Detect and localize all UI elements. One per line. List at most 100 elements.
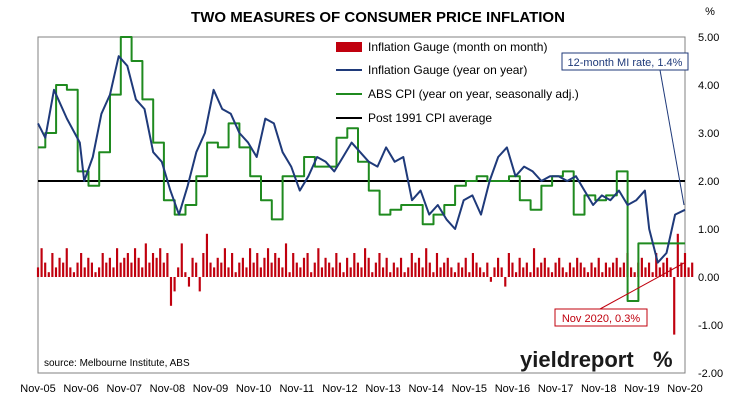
bar-month-on-month [410, 253, 413, 277]
annotation-nov-2020: Nov 2020, 0.3% [554, 262, 685, 327]
bar-month-on-month [665, 257, 669, 277]
bar-month-on-month [511, 262, 514, 277]
bar-month-on-month [58, 257, 61, 277]
x-tick-label: Nov-09 [193, 383, 228, 395]
bar-month-on-month [446, 257, 449, 277]
bar-month-on-month [245, 267, 248, 277]
bar-month-on-month [234, 272, 237, 277]
bar-month-on-month [331, 267, 334, 277]
bar-month-on-month [608, 267, 611, 277]
bar-month-on-month [468, 272, 471, 277]
y-tick-label: 1.00 [698, 224, 719, 236]
bar-month-on-month [482, 272, 485, 277]
annotation-12-month-rate-text: 12-month MI rate, 1.4% [568, 57, 683, 69]
y-tick-label: 2.00 [698, 176, 719, 188]
y-tick-label: 5.00 [698, 32, 719, 44]
x-tick-label: Nov-07 [107, 383, 142, 395]
unit-label: % [705, 6, 715, 18]
bar-month-on-month [486, 262, 489, 277]
bar-month-on-month [532, 248, 536, 277]
bar-month-on-month [597, 257, 600, 277]
bar-month-on-month [392, 262, 395, 277]
legend-label-post-1991-average: Post 1991 CPI average [368, 111, 492, 125]
bar-month-on-month [227, 267, 230, 277]
bar-month-on-month [450, 267, 453, 277]
bar-month-on-month [213, 267, 216, 277]
x-tick-label: Nov-11 [279, 383, 314, 395]
bar-month-on-month [500, 267, 503, 277]
bar-month-on-month [536, 267, 539, 277]
bar-month-on-month [342, 272, 345, 277]
bar-month-on-month [169, 277, 173, 306]
bar-month-on-month [123, 257, 126, 277]
bar-month-on-month [133, 248, 137, 277]
bar-month-on-month [561, 267, 564, 277]
bar-month-on-month [72, 272, 76, 277]
bar-month-on-month [572, 267, 575, 277]
bar-month-on-month [439, 267, 442, 277]
x-tick-label: Nov-05 [20, 383, 55, 395]
bar-month-on-month [295, 262, 298, 277]
legend-label-gauge-yoy: Inflation Gauge (year on year) [368, 63, 527, 77]
bar-month-on-month [44, 262, 47, 277]
bar-month-on-month [166, 253, 169, 277]
bar-month-on-month [558, 257, 561, 277]
bar-month-on-month [421, 267, 424, 277]
x-tick-label: Nov-06 [63, 383, 98, 395]
bar-month-on-month [630, 267, 633, 277]
bar-month-on-month [374, 262, 377, 277]
bar-month-on-month [399, 257, 403, 277]
abs-cpi-line [38, 36, 685, 302]
x-tick-label: Nov-08 [150, 383, 185, 395]
x-tick-label: Nov-18 [581, 383, 616, 395]
bar-month-on-month [443, 262, 446, 277]
bar-month-on-month [453, 272, 457, 277]
bar-month-on-month [259, 267, 262, 277]
plot-frame [37, 36, 686, 374]
bar-month-on-month [647, 262, 651, 277]
y-axis: 5.00 4.00 3.00 2.00 1.00 0.00 -1.00 -2.00 [698, 32, 723, 380]
y-tick-label: -1.00 [698, 320, 723, 332]
bar-month-on-month [252, 262, 255, 277]
bar-month-on-month [687, 267, 690, 277]
bar-month-on-month [680, 262, 683, 277]
bar-month-on-month [209, 262, 212, 277]
bar-month-on-month [263, 257, 266, 277]
bar-month-on-month [144, 243, 147, 277]
bar-month-on-month [475, 262, 478, 277]
bar-month-on-month [241, 257, 244, 277]
bar-month-on-month [119, 262, 122, 277]
bar-month-on-month [612, 262, 615, 277]
bar-month-on-month [310, 272, 313, 277]
bar-month-on-month [594, 267, 597, 277]
bar-month-on-month [51, 253, 54, 277]
bar-month-on-month [407, 267, 410, 277]
bar-month-on-month [604, 262, 607, 277]
bar-month-on-month [550, 272, 554, 277]
bar-month-on-month [504, 277, 507, 287]
bar-month-on-month [525, 262, 528, 277]
bar-month-on-month [288, 272, 291, 277]
bar-month-on-month [346, 257, 349, 277]
bar-month-on-month [568, 262, 572, 277]
bar-month-on-month [155, 257, 158, 277]
bar-month-on-month [101, 253, 104, 277]
x-tick-label: Nov-13 [365, 383, 400, 395]
bar-month-on-month [187, 277, 191, 287]
bar-month-on-month [151, 253, 155, 277]
bar-month-on-month [112, 267, 115, 277]
brand-logo-symbol: % [653, 347, 673, 372]
bar-month-on-month [673, 277, 676, 335]
bar-month-on-month [414, 262, 417, 277]
x-tick-label: Nov-10 [236, 383, 271, 395]
bar-month-on-month [220, 262, 223, 277]
legend-swatch-month-on-month [336, 42, 362, 52]
bar-month-on-month [381, 267, 385, 277]
y-tick-label: 4.00 [698, 80, 719, 92]
bar-month-on-month [270, 262, 273, 277]
bar-month-on-month [662, 262, 665, 277]
annotation-12-month-rate-box [561, 52, 689, 71]
bar-month-on-month [223, 248, 226, 277]
bar-month-on-month [83, 267, 86, 277]
